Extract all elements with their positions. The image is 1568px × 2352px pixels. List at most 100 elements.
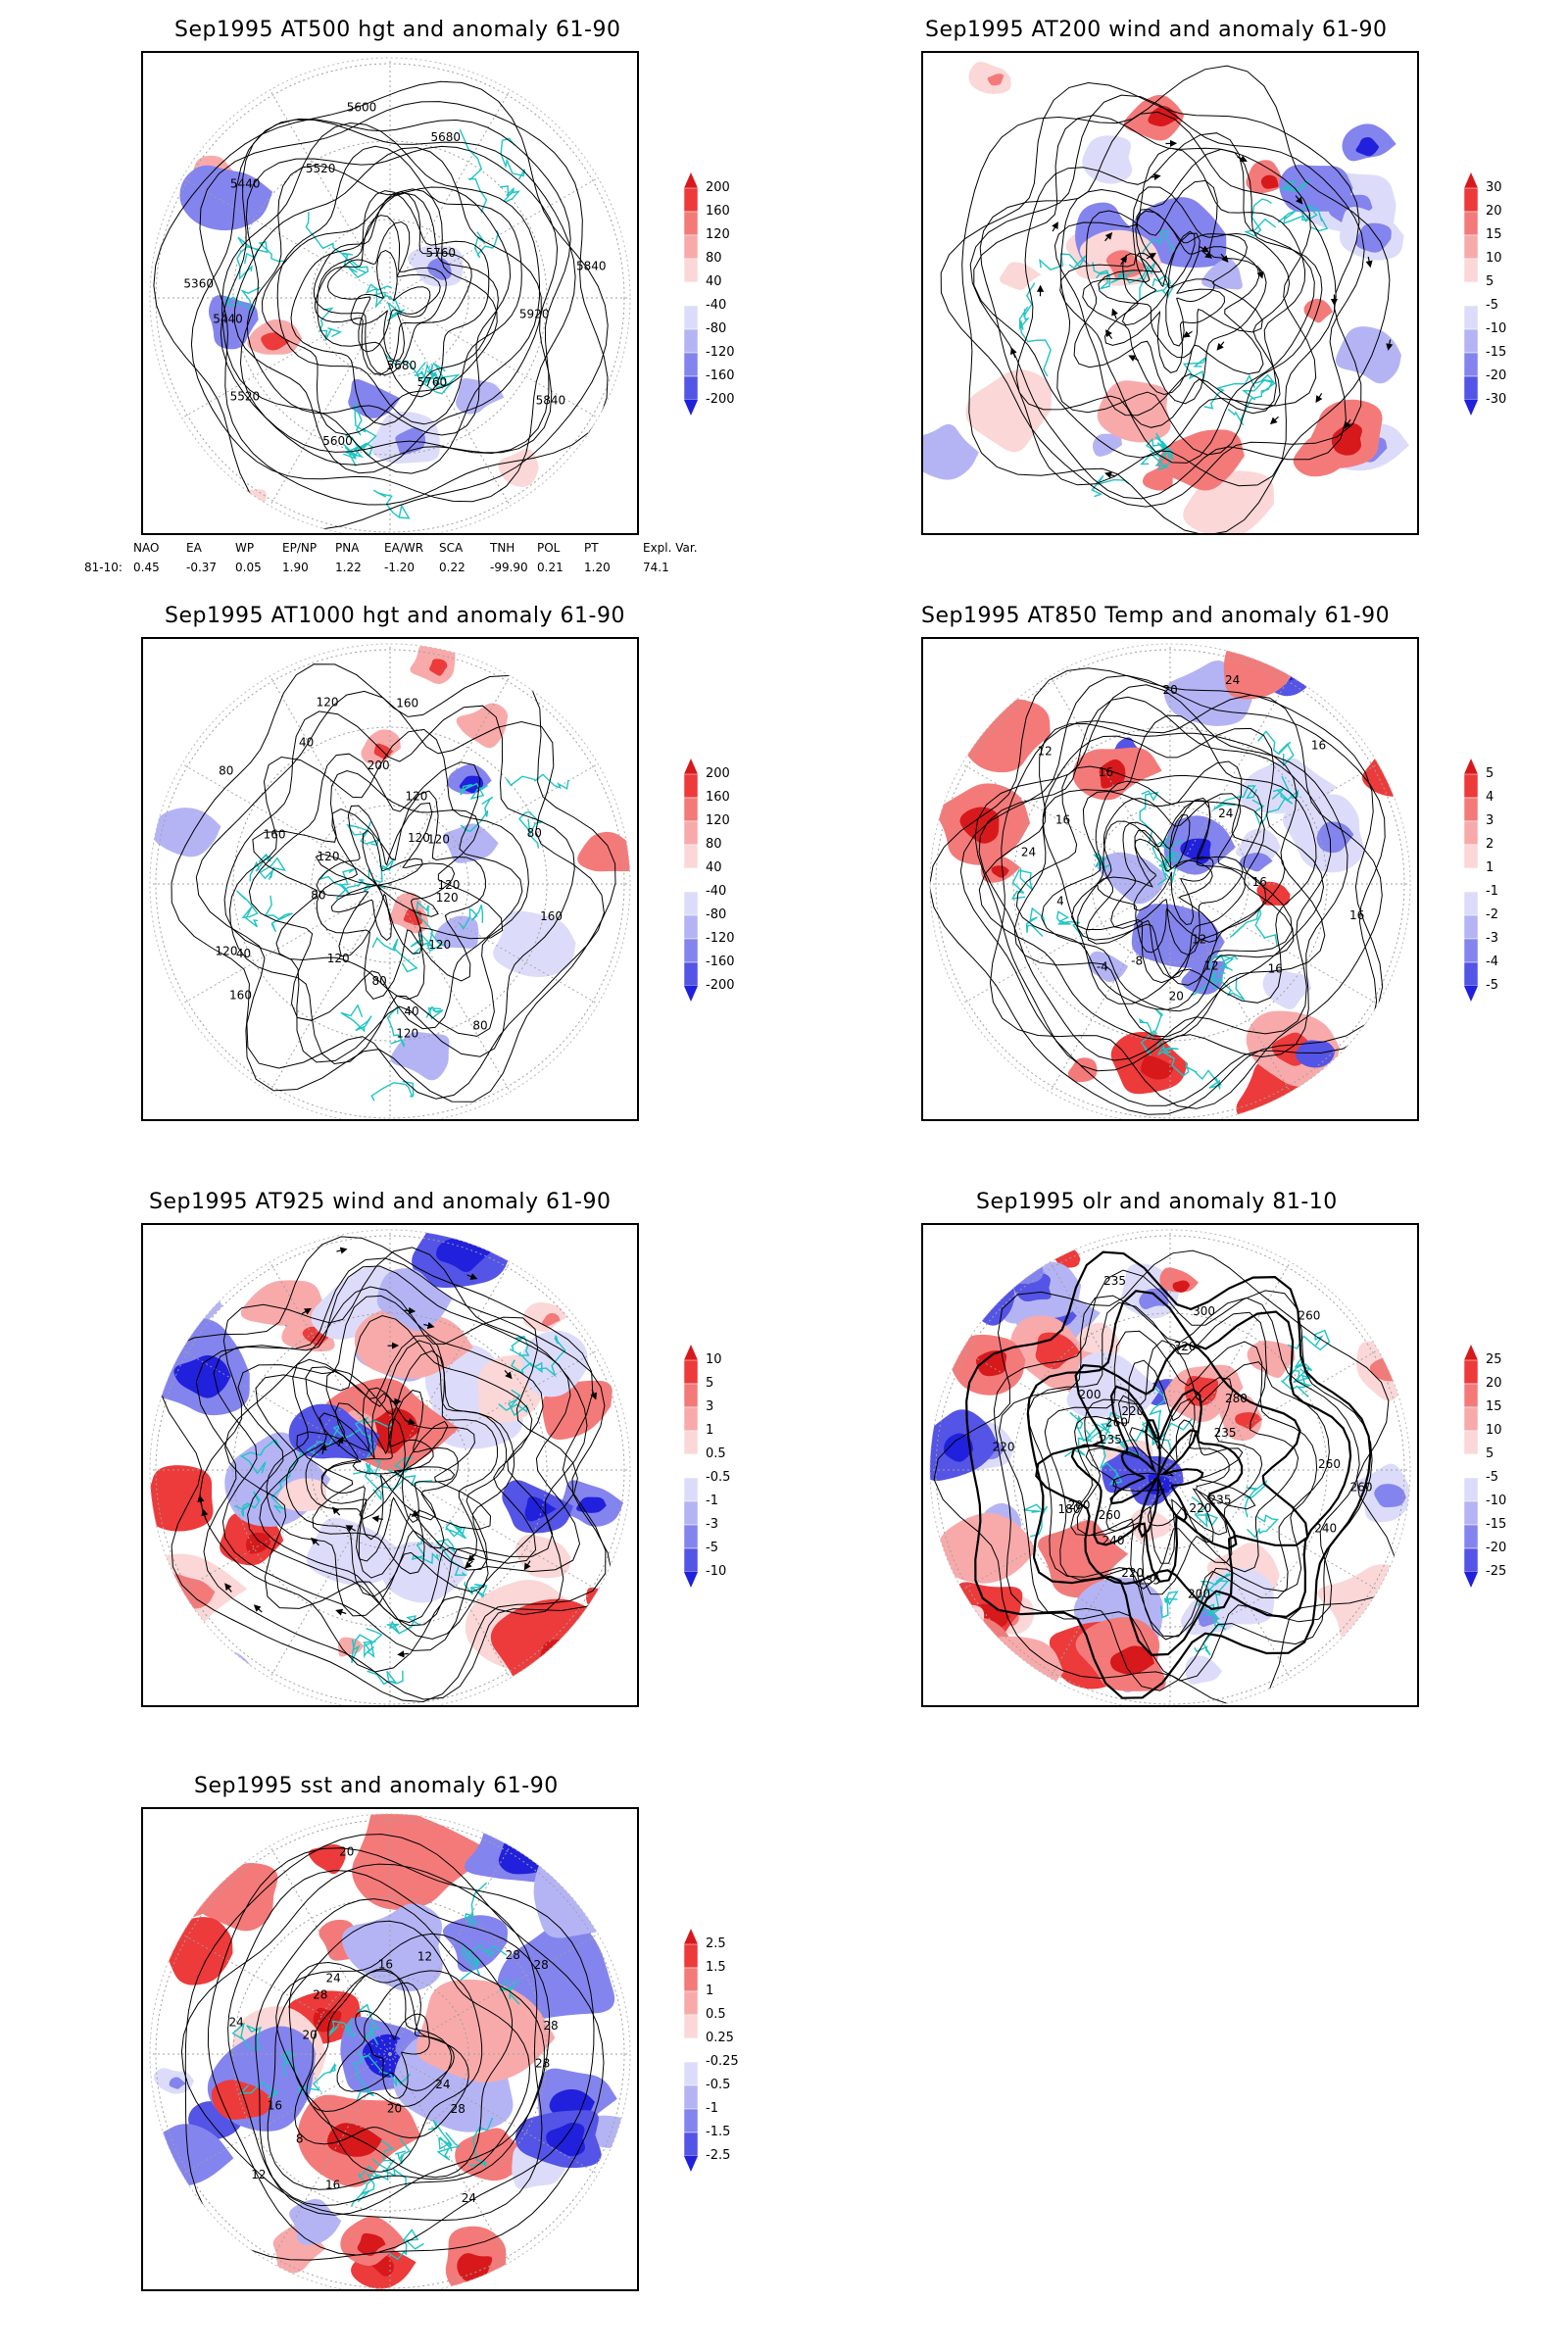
contour-label: 24	[435, 2078, 450, 2091]
coastline	[1190, 976, 1246, 1001]
coastline	[234, 1491, 261, 1517]
meridian-line	[389, 89, 511, 299]
colorbar-label: 200	[706, 180, 730, 195]
coastline	[459, 128, 488, 213]
colorbar-label: 15	[1486, 1399, 1502, 1414]
colorbar-svg	[1463, 1345, 1479, 1588]
colorbar-label: -20	[1486, 1541, 1507, 1555]
coastline	[1010, 867, 1034, 900]
map-svg	[923, 61, 1409, 533]
flow-arrow	[311, 1537, 319, 1546]
colorbar-label: -40	[706, 884, 727, 899]
meridian-line	[389, 1261, 511, 1471]
flow-arrow	[411, 1509, 421, 1517]
anomaly-shade	[942, 1263, 1015, 1326]
colorbar-swatch	[683, 281, 699, 307]
colorbar-svg	[683, 172, 699, 416]
meridian-line	[181, 883, 391, 1004]
anomaly-core	[363, 2034, 406, 2078]
meridian-line	[181, 2053, 391, 2175]
anomaly-core	[987, 74, 1004, 86]
meridian-line	[389, 1469, 599, 1591]
flow-arrow	[1237, 155, 1248, 163]
flow-arrow	[331, 1506, 341, 1516]
contour-label: 80	[371, 974, 386, 988]
colorbar-swatch	[683, 1990, 699, 2016]
contour-label: 28	[313, 1988, 327, 2002]
colorbar-label: -0.5	[706, 2078, 731, 2092]
coastline	[539, 1335, 566, 1378]
contour-label: 24	[1225, 673, 1240, 687]
colorbar-label: -1.5	[706, 2125, 731, 2139]
coastline	[351, 2165, 381, 2207]
contour-label: 12	[251, 2168, 266, 2181]
meridian-line	[1169, 763, 1379, 885]
colorbar-swatch	[1463, 1453, 1479, 1479]
flow-arrow	[504, 1370, 513, 1380]
meridian-line	[389, 297, 511, 507]
colorbar-label: 120	[706, 227, 730, 242]
colorbar-top-arrow	[1464, 1345, 1478, 1360]
map-layers: 5920584057605680560055205440536054405520…	[150, 58, 630, 533]
anomaly-shade	[1362, 746, 1410, 797]
contour-label: 20	[303, 2029, 318, 2042]
flow-arrow	[1104, 471, 1116, 479]
coastline	[380, 294, 405, 322]
flow-arrow	[404, 1418, 416, 1426]
contour-label: 200	[1068, 1498, 1091, 1512]
colorbar-label: -1	[706, 1494, 718, 1508]
anomaly-core	[542, 1312, 561, 1327]
meridian-line	[181, 1349, 391, 1471]
meridian-line	[389, 1845, 511, 2055]
flow-arrow	[1220, 253, 1229, 264]
contour-label: 120	[396, 1027, 418, 1041]
anomaly-shade	[575, 1627, 630, 1671]
coastline	[1019, 319, 1052, 377]
contour-label: 20	[1169, 989, 1184, 1003]
anomaly-core	[1355, 137, 1380, 157]
colorbar-label: -10	[706, 1564, 727, 1579]
latitude-circle	[155, 1819, 625, 2289]
coastline	[518, 810, 544, 849]
colorbar-swatch	[1463, 1477, 1479, 1502]
anomaly-core	[1356, 1293, 1389, 1315]
coastline	[1287, 1329, 1331, 1351]
anomaly-core	[1140, 1055, 1175, 1080]
map-at925	[141, 1223, 639, 1707]
index-value: 0.21	[537, 561, 564, 574]
contour-label: 12	[1037, 744, 1052, 758]
anomaly-shade	[200, 1651, 256, 1692]
index-header: WP	[235, 541, 255, 555]
colorbar-label: -15	[1486, 345, 1507, 360]
colorbar-label: 4	[1486, 790, 1494, 805]
contour-line	[207, 1847, 595, 2256]
index-value: 1.22	[335, 561, 362, 574]
flow-arrow	[1146, 252, 1156, 260]
meridian-line	[389, 177, 599, 299]
coastline	[460, 782, 488, 801]
coastline	[366, 1670, 404, 1686]
coastline	[460, 1943, 481, 1982]
flow-arrow	[1104, 329, 1113, 340]
anomaly-shade	[1303, 298, 1334, 323]
anomaly-shade	[1317, 1564, 1410, 1642]
contour-line	[237, 1295, 554, 1627]
flow-arrow	[253, 1604, 263, 1613]
coastline	[499, 1978, 520, 2005]
meridian-line	[389, 883, 511, 1093]
colorbar-top-arrow	[684, 1345, 698, 1360]
colorbar-top-arrow	[684, 172, 698, 188]
contour-line	[1027, 1301, 1330, 1638]
coastline	[498, 1389, 528, 1417]
anomaly-shade	[150, 1465, 214, 1532]
colorbar-swatch	[1463, 914, 1479, 940]
anomaly-shade	[533, 1847, 630, 1938]
coastline	[264, 895, 293, 933]
flow-arrow	[1344, 418, 1351, 429]
meridian-line	[270, 1469, 391, 1679]
colorbar-svg	[683, 1929, 699, 2172]
contour-label: 120	[327, 952, 350, 965]
anomaly-shade	[1097, 852, 1167, 905]
coastline	[352, 2050, 374, 2101]
coastline	[464, 1582, 488, 1598]
